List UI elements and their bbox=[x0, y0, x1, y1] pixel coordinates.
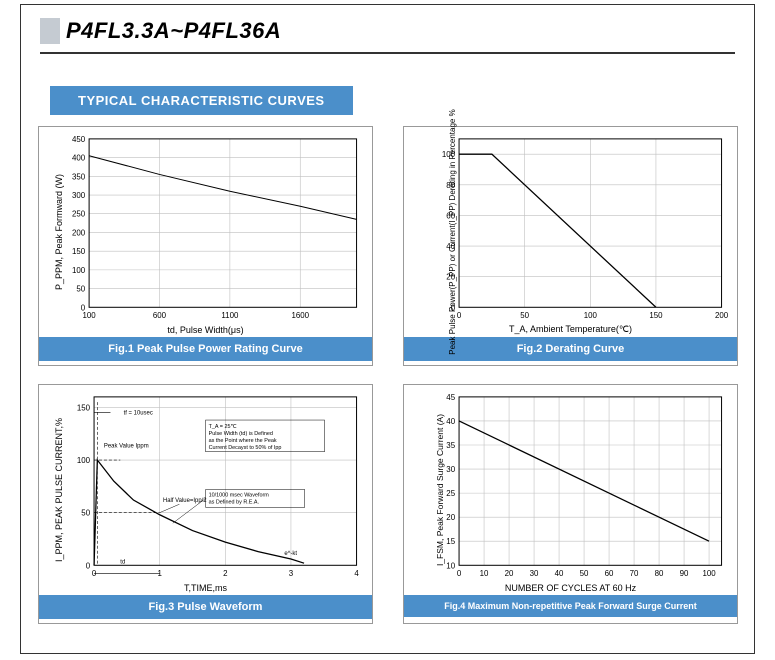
fig4-caption: Fig.4 Maximum Non-repetitive Peak Forwar… bbox=[404, 595, 737, 617]
page-title: P4FL3.3A~P4FL36A bbox=[66, 18, 281, 44]
fig2-box: 050100150200020406080100 Peak Pulse Powe… bbox=[403, 126, 738, 366]
svg-text:45: 45 bbox=[446, 393, 455, 402]
svg-text:0: 0 bbox=[457, 311, 462, 320]
svg-text:3: 3 bbox=[289, 569, 294, 578]
fig1-box: 100 600 1100 1600 0 50 100 150 200 250 300 350 400 45… bbox=[38, 126, 373, 366]
fig2-xlabel: T_A, Ambient Temperature(℃) bbox=[509, 324, 632, 335]
fig3-caption: Fig.3 Pulse Waveform bbox=[39, 595, 372, 619]
svg-text:150: 150 bbox=[72, 247, 86, 256]
svg-text:20: 20 bbox=[446, 513, 455, 522]
fig2-ylabel: Peak Pulse Power(P_PP) or Current(I_PP) … bbox=[448, 109, 457, 354]
svg-text:1100: 1100 bbox=[221, 311, 239, 320]
title-area: P4FL3.3A~P4FL36A bbox=[40, 18, 281, 44]
svg-text:1600: 1600 bbox=[291, 311, 309, 320]
svg-text:10: 10 bbox=[446, 561, 455, 570]
svg-text:450: 450 bbox=[72, 135, 86, 144]
chart-grid: 1006001100160005010015020025030035040045… bbox=[38, 126, 738, 624]
title-block-icon bbox=[40, 18, 60, 44]
title-underline bbox=[40, 52, 735, 54]
fig1-caption: Fig.1 Peak Pulse Power Rating Curve bbox=[39, 337, 372, 361]
fig3-box: 01234050100150tf = 10usecPeak Value Ippm… bbox=[38, 384, 373, 624]
svg-text:350: 350 bbox=[72, 172, 86, 181]
svg-text:Current Decayst to 50% of Ipp: Current Decayst to 50% of Ipp bbox=[209, 445, 282, 451]
svg-text:15: 15 bbox=[446, 537, 455, 546]
svg-text:35: 35 bbox=[446, 441, 455, 450]
svg-text:40: 40 bbox=[555, 569, 564, 578]
svg-text:10: 10 bbox=[480, 569, 489, 578]
svg-text:0: 0 bbox=[457, 569, 462, 578]
svg-text:0: 0 bbox=[81, 303, 86, 312]
svg-text:60: 60 bbox=[605, 569, 614, 578]
fig4-plot: 01020304050607080901001015202530354045 I… bbox=[404, 385, 737, 595]
fig4-xlabel: NUMBER OF CYCLES AT 60 Hz bbox=[505, 583, 636, 593]
svg-text:80: 80 bbox=[655, 569, 664, 578]
svg-text:150: 150 bbox=[649, 311, 663, 320]
svg-text:td: td bbox=[120, 559, 125, 565]
svg-text:25: 25 bbox=[446, 489, 455, 498]
svg-text:150: 150 bbox=[77, 403, 91, 412]
svg-text:100: 100 bbox=[702, 569, 716, 578]
svg-text:T_A = 25℃: T_A = 25℃ bbox=[209, 424, 237, 430]
svg-text:e^-kt: e^-kt bbox=[284, 551, 297, 557]
svg-text:50: 50 bbox=[580, 569, 589, 578]
svg-text:10/1000 msec Waveform: 10/1000 msec Waveform bbox=[209, 492, 270, 498]
svg-text:100: 100 bbox=[72, 266, 86, 275]
svg-text:as the Point where the Peak: as the Point where the Peak bbox=[209, 438, 277, 444]
svg-text:90: 90 bbox=[680, 569, 689, 578]
svg-text:400: 400 bbox=[72, 154, 86, 163]
svg-text:Half Value=Ipp/2: Half Value=Ipp/2 bbox=[163, 498, 207, 504]
svg-text:50: 50 bbox=[76, 285, 85, 294]
svg-text:200: 200 bbox=[715, 311, 729, 320]
fig3-plot: 01234050100150tf = 10usecPeak Value Ippm… bbox=[39, 385, 372, 595]
fig3-ylabel: I_PPM, PEAK PULSE CURRENT,% bbox=[54, 418, 64, 562]
section-banner: TYPICAL CHARACTERISTIC CURVES bbox=[50, 86, 353, 115]
svg-text:100: 100 bbox=[83, 311, 97, 320]
svg-text:as Defined by R.E.A.: as Defined by R.E.A. bbox=[209, 499, 260, 505]
fig1-xlabel: td, Pulse Width(μs) bbox=[167, 325, 243, 335]
svg-text:70: 70 bbox=[630, 569, 639, 578]
svg-text:600: 600 bbox=[153, 311, 167, 320]
svg-text:200: 200 bbox=[72, 228, 86, 237]
svg-text:50: 50 bbox=[520, 311, 529, 320]
svg-text:300: 300 bbox=[72, 191, 86, 200]
svg-text:30: 30 bbox=[446, 465, 455, 474]
svg-text:4: 4 bbox=[354, 569, 359, 578]
svg-text:0: 0 bbox=[86, 561, 91, 570]
fig4-box: 01020304050607080901001015202530354045 I… bbox=[403, 384, 738, 624]
fig1-ylabel: P_PPM, Peak Formward (W) bbox=[54, 174, 64, 290]
fig3-xlabel: T,TIME,ms bbox=[184, 583, 227, 593]
fig2-plot: 050100150200020406080100 Peak Pulse Powe… bbox=[404, 127, 737, 337]
svg-text:20: 20 bbox=[505, 569, 514, 578]
fig4-ylabel: I_FSM, Peak Forward Surge Current (A) bbox=[435, 414, 445, 566]
svg-text:250: 250 bbox=[72, 210, 86, 219]
svg-text:Peak Value Ippm: Peak Value Ippm bbox=[104, 443, 149, 449]
svg-text:tf = 10usec: tf = 10usec bbox=[124, 411, 153, 417]
svg-text:50: 50 bbox=[81, 509, 90, 518]
svg-text:Pulse Width (td) is Defined: Pulse Width (td) is Defined bbox=[209, 431, 273, 437]
svg-text:2: 2 bbox=[223, 569, 227, 578]
svg-text:100: 100 bbox=[584, 311, 598, 320]
svg-text:40: 40 bbox=[446, 417, 455, 426]
fig1-plot: 100 600 1100 1600 0 50 100 150 200 250 300 350 400 45… bbox=[39, 127, 372, 337]
svg-text:100: 100 bbox=[77, 456, 91, 465]
svg-text:30: 30 bbox=[530, 569, 539, 578]
